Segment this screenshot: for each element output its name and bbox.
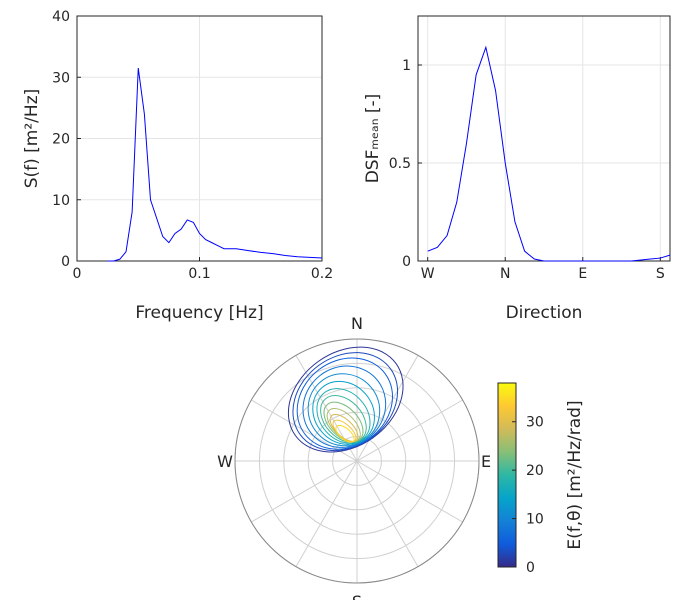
y-axis-label: S(f) [m²/Hz] bbox=[22, 89, 42, 189]
x-tick-label: 0.2 bbox=[311, 266, 333, 282]
contour-line bbox=[323, 401, 364, 443]
contour-line bbox=[326, 407, 361, 442]
contour-line bbox=[320, 395, 367, 443]
direction-label: W bbox=[217, 452, 233, 471]
contour-line bbox=[335, 424, 355, 443]
x-axis-label: Frequency [Hz] bbox=[135, 303, 263, 323]
colorbar-tick-label: 10 bbox=[526, 512, 544, 528]
contour-line bbox=[292, 352, 399, 452]
y-tick-label: 30 bbox=[52, 70, 70, 86]
x-axis-label: Direction bbox=[506, 303, 583, 323]
y-tick-label: 10 bbox=[52, 193, 70, 209]
colorbar bbox=[497, 382, 517, 568]
direction-label: S bbox=[352, 592, 362, 600]
y-tick-label: 40 bbox=[52, 9, 70, 25]
contour-line bbox=[302, 365, 387, 448]
y-tick-label: 0 bbox=[402, 254, 411, 270]
y-tick-label: 0 bbox=[61, 254, 70, 270]
colorbar-label: E(f,θ) [m²/Hz/rad] bbox=[565, 400, 585, 549]
polar-frame bbox=[234, 338, 480, 584]
data-line bbox=[427, 45, 671, 262]
data-line bbox=[107, 67, 323, 262]
y-axis-label: DSFₘₑₐₙ [-] bbox=[363, 94, 383, 184]
x-tick-label: 0.1 bbox=[188, 266, 210, 282]
y-tick-label: 0.5 bbox=[389, 156, 411, 172]
axes-box bbox=[76, 15, 323, 262]
contour-line bbox=[287, 346, 404, 453]
plot-area bbox=[418, 16, 670, 261]
contour-line bbox=[307, 373, 381, 447]
colorbar-tick-label: 20 bbox=[526, 463, 544, 479]
x-tick-label: S bbox=[656, 266, 665, 282]
colorbar-tick-label: 30 bbox=[526, 415, 544, 431]
polar-spoke bbox=[295, 355, 419, 567]
colorbar-tick-label: 0 bbox=[526, 560, 535, 576]
x-tick-label: E bbox=[578, 266, 587, 282]
x-tick-label: W bbox=[421, 266, 435, 282]
x-tick-label: N bbox=[500, 266, 510, 282]
contour-line bbox=[312, 380, 375, 445]
direction-label: N bbox=[351, 314, 363, 333]
contour-line bbox=[296, 357, 394, 450]
contour-line bbox=[316, 388, 371, 444]
contour-line bbox=[332, 419, 357, 443]
y-tick-label: 20 bbox=[52, 132, 70, 148]
y-tick-label: 1 bbox=[402, 58, 411, 74]
x-tick-label: 0 bbox=[73, 266, 82, 282]
direction-label: E bbox=[481, 452, 491, 471]
